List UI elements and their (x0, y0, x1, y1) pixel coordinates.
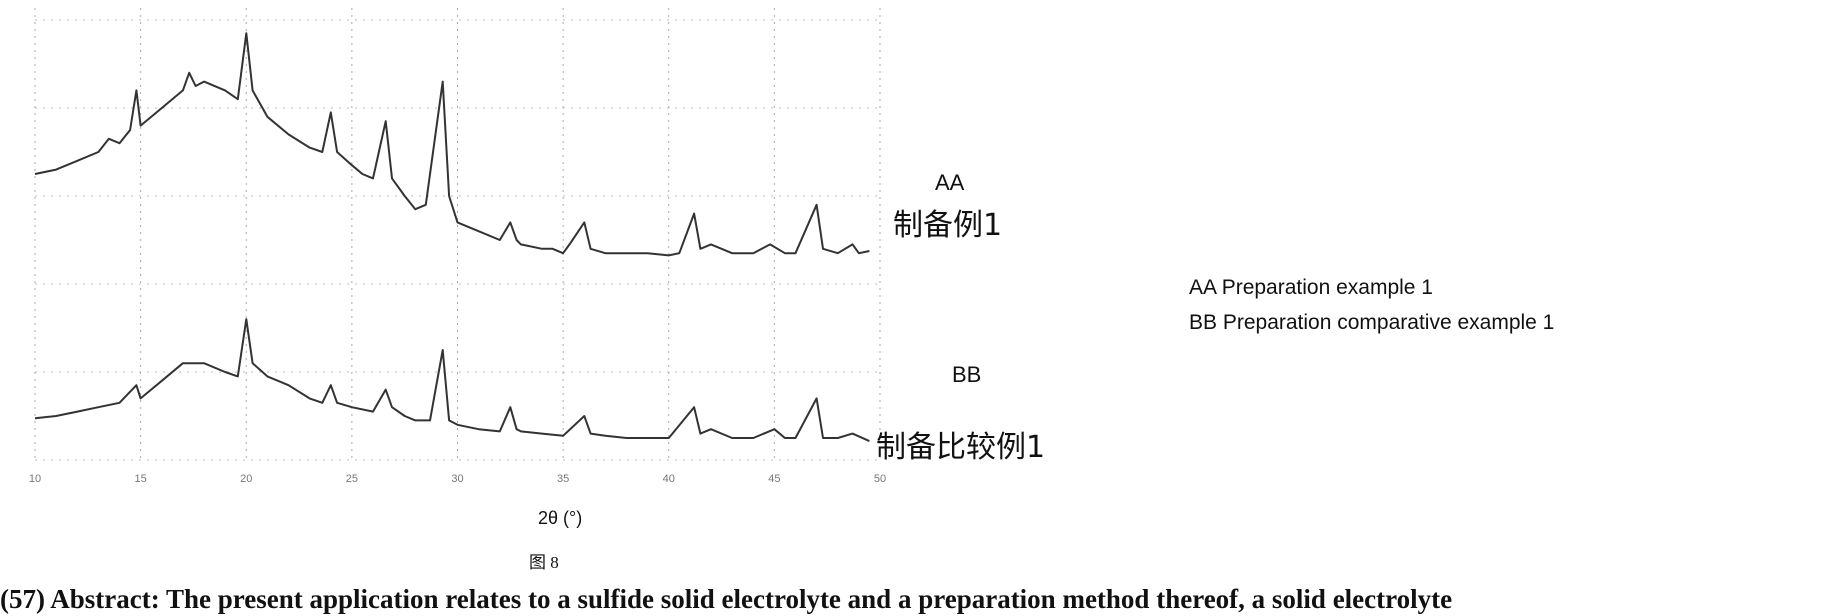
abstract-text: (57) Abstract: The present application r… (0, 584, 1452, 615)
series-tag-aa: AA (935, 170, 964, 196)
series-tag-bb: BB (952, 362, 981, 388)
x-axis-label: 2θ (°) (538, 508, 582, 529)
series-label-bb: 制备比较例1 (876, 422, 1045, 466)
x-tick-label: 35 (557, 473, 569, 485)
x-tick-label: 40 (663, 473, 675, 485)
x-tick-label: 20 (240, 473, 252, 485)
legend: AA Preparation example 1 BB Preparation … (1189, 270, 1554, 340)
x-tick-label: 30 (451, 473, 463, 485)
series-line-bb (35, 319, 869, 441)
legend-entry-aa: AA Preparation example 1 (1189, 270, 1554, 305)
series-label-aa: 制备例1 (893, 200, 1002, 244)
legend-entry-bb: BB Preparation comparative example 1 (1189, 305, 1554, 340)
x-tick-label: 50 (874, 473, 886, 485)
x-tick-label: 15 (135, 473, 147, 485)
xrd-chart: 10 15 20 25 30 35 40 45 50 (0, 0, 1846, 616)
x-tick-label: 10 (29, 473, 41, 485)
series-line-aa (35, 33, 869, 255)
x-tick-label: 45 (768, 473, 780, 485)
figure-label: 图 8 (529, 548, 559, 573)
x-tick-label: 25 (346, 473, 358, 485)
